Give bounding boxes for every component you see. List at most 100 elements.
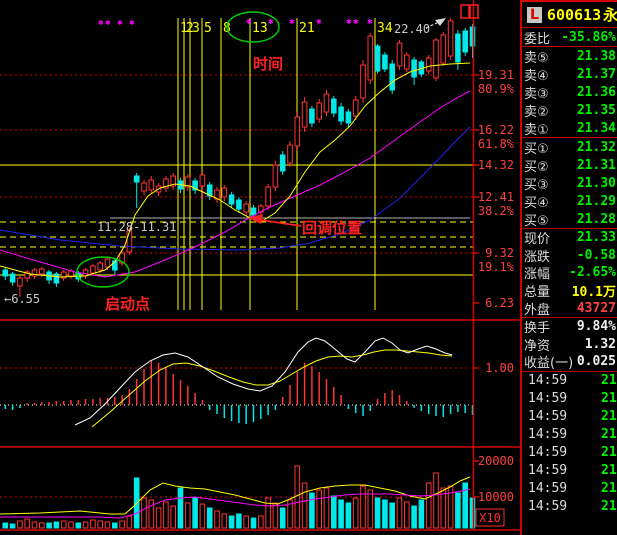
bid-row-5[interactable]: 买⑤ 21.28 (522, 210, 617, 229)
ask-row-1-label: 卖① (524, 122, 549, 138)
tick-row: 14:59 21.3 (522, 408, 617, 426)
info-row: 总量 10.1万 (522, 282, 617, 300)
bid-row-3[interactable]: 买③ 21.30 (522, 174, 617, 193)
tick-row: 14:59 21.3 (522, 390, 617, 408)
tick-time: 14:59 (528, 408, 568, 424)
tick-price: 21.3 (601, 498, 617, 514)
svg-text:38.2%: 38.2% (478, 204, 515, 218)
divider (522, 27, 617, 28)
volume-panel (0, 465, 476, 529)
info-row-value: -2.65% (569, 265, 616, 281)
svg-text:19.31: 19.31 (478, 68, 514, 82)
exchange-logo-icon: L (527, 6, 542, 23)
info-row-label: 总量 (524, 285, 551, 301)
ask-row-2-label: 卖② (524, 104, 549, 120)
tick-price: 21.3 (601, 408, 617, 424)
bid-row-1-value: 21.32 (576, 139, 616, 155)
bid-row-2[interactable]: 买② 21.31 (522, 156, 617, 175)
ask-row-5-value: 21.38 (576, 48, 616, 64)
macd-panel (4, 337, 474, 428)
highlight-ellipse (226, 11, 280, 43)
info-row-label: 涨幅 (524, 267, 551, 283)
svg-text:✱: ✱ (105, 18, 111, 28)
bid-row-4-value: 21.29 (576, 193, 616, 209)
info-row-value: 9.84% (576, 319, 616, 335)
svg-text:22.40: 22.40 (394, 22, 430, 36)
bid-row-2-label: 买② (524, 159, 549, 175)
svg-text:✱: ✱ (117, 18, 123, 28)
svg-text:9.32: 9.32 (485, 246, 514, 260)
ma-lines (0, 62, 471, 278)
ask-row-1[interactable]: 卖① 21.34 (522, 119, 617, 138)
window-restore-icon[interactable] (460, 4, 479, 19)
svg-text:11.28-11.31: 11.28-11.31 (97, 220, 176, 234)
stock-header: L 600613 永 (522, 2, 617, 27)
info-row: 现价 21.33 (522, 229, 617, 247)
ask-row-4[interactable]: 卖④ 21.37 (522, 65, 617, 84)
bid-row-3-value: 21.30 (576, 175, 616, 191)
bid-row-4[interactable]: 买④ 21.29 (522, 192, 617, 211)
tick-row: 14:59 21.3 (522, 444, 617, 462)
svg-text:16.22: 16.22 (478, 123, 514, 137)
info-row-value: 21.33 (576, 230, 616, 246)
quote-panel: L 600613 永 委比 -35.86% 卖⑤ 21.38 卖④ 21.37 卖③ 21.3… (520, 0, 617, 535)
svg-text:12.41: 12.41 (478, 190, 514, 204)
ask-row-3-value: 21.36 (576, 84, 616, 100)
panel-borders (0, 319, 520, 531)
svg-text:3: 3 (192, 21, 200, 36)
divider (522, 316, 617, 318)
ask-row-3[interactable]: 卖③ 21.36 (522, 83, 617, 102)
tick-price: 21.3 (601, 372, 617, 388)
stock-name: 永 (603, 6, 617, 24)
svg-text:14.32: 14.32 (478, 158, 514, 172)
tick-row: 14:59 21.3 (522, 480, 617, 498)
tick-row: 14:59 21.3 (522, 426, 617, 444)
divider (522, 370, 617, 372)
info-row-label: 外盘 (524, 302, 551, 318)
info-row-value: 10.1万 (571, 285, 616, 301)
info-row-label: 换手 (524, 321, 551, 337)
annotation-text: 启动点 (105, 295, 150, 313)
tick-price: 21.3 (601, 462, 617, 478)
weibi-row-label: 委比 (524, 31, 551, 47)
info-row: 涨幅 -2.65% (522, 264, 617, 282)
svg-text:80.9%: 80.9% (478, 82, 515, 96)
svg-text:21: 21 (299, 21, 315, 36)
svg-text:✱: ✱ (268, 17, 274, 27)
svg-text:✱: ✱ (367, 17, 373, 27)
candlestick-series (2, 18, 476, 297)
tick-row: 14:59 21.3 (522, 372, 617, 390)
tick-price: 21.3 (601, 390, 617, 406)
tick-price: 21.3 (601, 426, 617, 442)
svg-text:13: 13 (252, 21, 268, 36)
divider (522, 137, 617, 138)
info-row: 收益(一) 0.025 (522, 353, 617, 371)
info-row-value: 1.32 (584, 336, 616, 352)
main-chart[interactable]: 1235813213419.3180.9%16.2261.8%14.3212.4… (0, 0, 520, 535)
tick-time: 14:59 (528, 498, 568, 514)
svg-text:X10: X10 (479, 511, 501, 525)
tick-price: 21.3 (601, 444, 617, 460)
chart-background (0, 0, 520, 535)
tick-time: 14:59 (528, 426, 568, 442)
svg-text:✱: ✱ (316, 17, 322, 27)
tick-time: 14:59 (528, 480, 568, 496)
svg-text:6.23: 6.23 (485, 296, 514, 310)
tick-row: 14:59 21.3 (522, 462, 617, 480)
bid-row-3-label: 买③ (524, 177, 549, 193)
weibi-row: 委比 -35.86% (522, 28, 617, 47)
info-row: 外盘 43727 (522, 299, 617, 318)
svg-text:34: 34 (377, 21, 393, 36)
bid-row-1[interactable]: 买① 21.32 (522, 138, 617, 157)
ask-row-2[interactable]: 卖② 21.35 (522, 101, 617, 120)
stock-code[interactable]: 600613 (546, 5, 602, 24)
weibi-row-value: -35.86% (561, 29, 616, 45)
info-row-label: 净资 (524, 338, 551, 354)
svg-text:61.8%: 61.8% (478, 137, 515, 151)
svg-text:1.00: 1.00 (485, 361, 514, 375)
ask-row-5[interactable]: 卖⑤ 21.38 (522, 47, 617, 66)
svg-text:✱: ✱ (98, 18, 104, 28)
ask-row-5-label: 卖⑤ (524, 50, 549, 66)
bid-row-4-label: 买④ (524, 195, 549, 211)
